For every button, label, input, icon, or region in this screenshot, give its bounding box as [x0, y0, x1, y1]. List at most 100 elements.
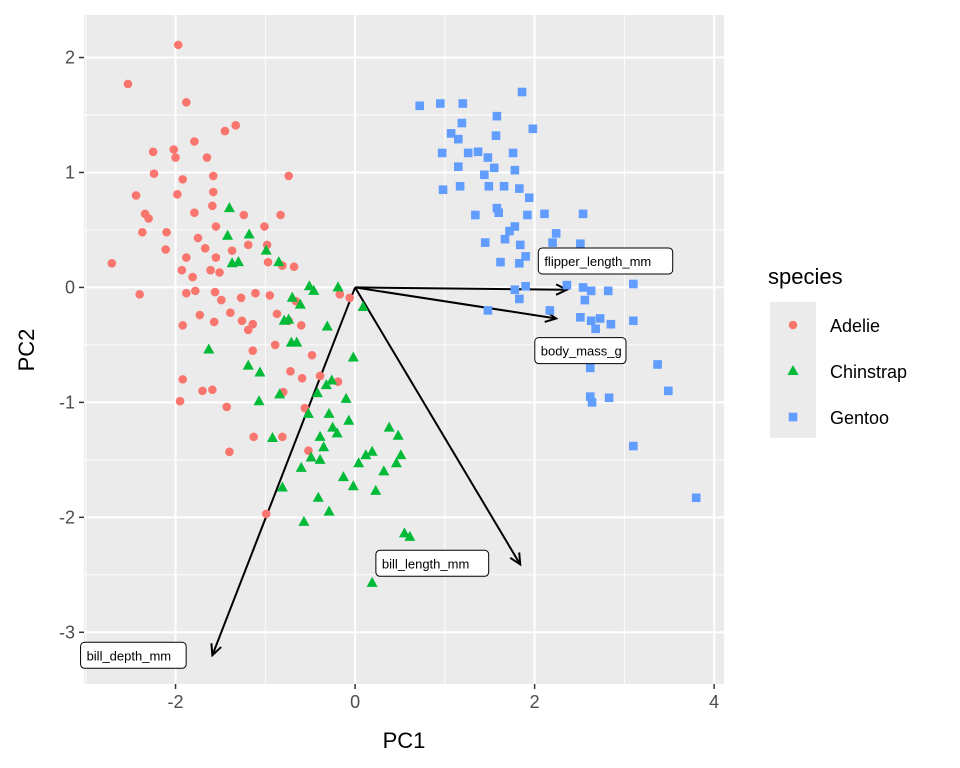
point-adelie — [208, 187, 218, 197]
point-gentoo — [436, 99, 445, 108]
legend-key-chinstrap — [787, 365, 799, 375]
point-gentoo — [585, 363, 595, 373]
y-tick-label: -3 — [59, 622, 75, 642]
point-gentoo — [515, 184, 524, 193]
point-chinstrap — [223, 202, 235, 213]
point-adelie — [243, 240, 253, 250]
point-gentoo — [578, 283, 588, 292]
point-chinstrap — [260, 244, 272, 255]
point-gentoo — [491, 131, 501, 140]
point-adelie — [296, 321, 306, 330]
point-adelie — [182, 288, 191, 298]
point-adelie — [178, 175, 188, 184]
point-chinstrap — [404, 530, 416, 541]
point-gentoo — [603, 286, 613, 296]
point-adelie — [248, 319, 258, 329]
loading-arrows — [210, 283, 570, 658]
point-adelie — [161, 245, 170, 254]
point-chinstrap — [320, 379, 332, 390]
point-adelie — [307, 350, 317, 360]
point-adelie — [206, 265, 215, 275]
point-adelie — [190, 137, 199, 146]
point-chinstrap — [312, 491, 324, 502]
point-gentoo — [483, 153, 493, 162]
point-adelie — [272, 309, 282, 319]
legend-label: Gentoo — [830, 408, 889, 428]
point-chinstrap — [254, 366, 266, 377]
point-chinstrap — [278, 314, 290, 325]
point-adelie — [208, 201, 217, 211]
point-chinstrap — [323, 407, 335, 418]
point-adelie — [178, 321, 188, 330]
point-adelie — [220, 126, 230, 136]
point-gentoo — [437, 148, 447, 158]
point-chinstrap — [390, 457, 402, 468]
gridlines — [84, 15, 724, 684]
point-chinstrap — [295, 461, 307, 472]
point-gentoo — [586, 316, 596, 326]
point-gentoo — [438, 185, 448, 195]
point-gentoo — [524, 193, 534, 203]
point-adelie — [300, 403, 310, 413]
point-chinstrap — [395, 449, 407, 460]
arrow-head — [555, 283, 570, 296]
point-chinstrap — [337, 471, 349, 482]
point-chinstrap — [305, 451, 317, 462]
point-chinstrap — [383, 421, 395, 432]
point-adelie — [270, 340, 280, 350]
point-adelie — [211, 222, 221, 231]
point-gentoo — [587, 398, 597, 407]
point-adelie — [239, 210, 249, 220]
arrow-head — [210, 643, 222, 658]
loading-label: bill_depth_mm — [87, 648, 172, 663]
point-gentoo — [505, 226, 514, 236]
point-chinstrap — [222, 229, 234, 240]
point-gentoo — [463, 148, 473, 158]
point-adelie — [208, 385, 217, 395]
point-adelie — [249, 432, 258, 442]
point-adelie — [261, 509, 271, 519]
point-adelie — [217, 295, 226, 305]
point-chinstrap — [321, 320, 333, 331]
point-chinstrap — [266, 432, 278, 443]
point-gentoo — [457, 118, 467, 128]
point-gentoo — [580, 295, 590, 305]
point-chinstrap — [253, 395, 265, 406]
point-chinstrap — [327, 421, 339, 432]
point-adelie — [289, 262, 299, 272]
point-chinstrap — [347, 351, 359, 362]
point-chinstrap — [314, 430, 326, 441]
point-adelie — [144, 214, 153, 223]
point-adelie — [169, 145, 179, 154]
point-gentoo — [480, 170, 489, 180]
point-gentoo — [606, 319, 616, 329]
point-chinstrap — [326, 374, 338, 385]
point-chinstrap — [340, 392, 352, 403]
point-gentoo — [595, 314, 605, 323]
point-gentoo — [483, 306, 493, 315]
point-chinstrap — [343, 414, 355, 425]
point-chinstrap — [242, 359, 254, 370]
point-chinstrap — [311, 387, 323, 398]
point-gentoo — [653, 360, 662, 369]
x-tick-label: 0 — [350, 692, 360, 712]
point-gentoo — [576, 313, 585, 322]
point-adelie — [200, 244, 210, 253]
point-adelie — [177, 265, 187, 275]
point-adelie — [236, 293, 246, 303]
point-gentoo — [528, 124, 538, 134]
legend-key-adelie — [788, 320, 798, 330]
point-adelie — [265, 291, 275, 300]
loading-label-box — [537, 247, 674, 275]
point-adelie — [188, 272, 197, 282]
point-chinstrap — [303, 280, 315, 291]
point-chinstrap — [398, 527, 410, 538]
point-adelie — [173, 190, 182, 199]
point-gentoo — [480, 238, 490, 247]
point-chinstrap — [243, 228, 255, 239]
point-adelie — [335, 290, 345, 299]
point-gentoo — [484, 181, 494, 191]
point-adelie — [107, 258, 117, 268]
y-axis-title: PC2 — [14, 329, 39, 372]
